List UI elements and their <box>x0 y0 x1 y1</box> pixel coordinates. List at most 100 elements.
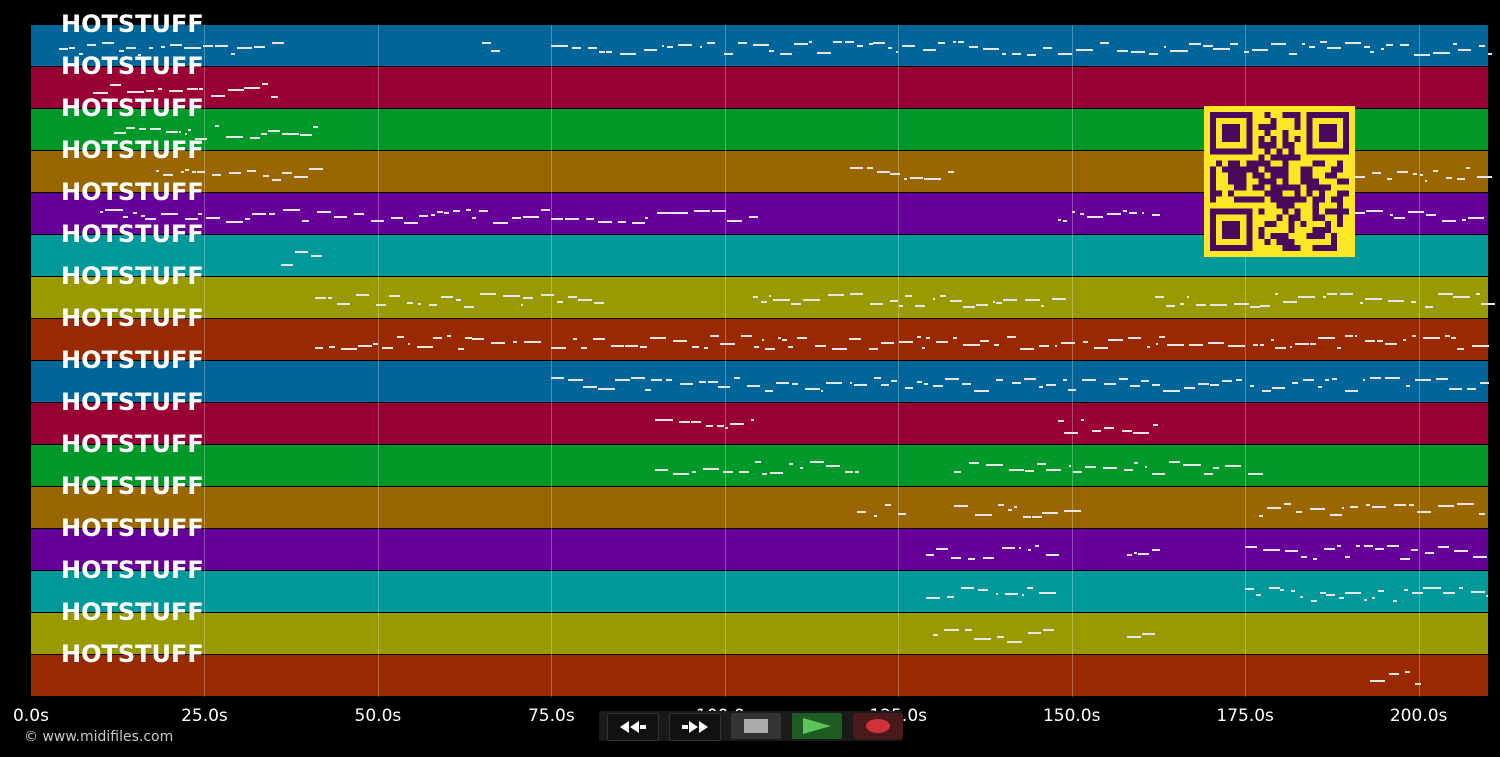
note-mark <box>1476 176 1492 178</box>
note-mark <box>1327 293 1338 295</box>
note-mark <box>904 178 907 180</box>
note-mark <box>311 255 323 257</box>
note-mark <box>844 471 854 473</box>
note-mark <box>511 217 522 219</box>
note-mark <box>937 42 946 44</box>
note-mark <box>141 215 145 217</box>
note-mark <box>814 345 826 347</box>
rewind-button[interactable] <box>607 713 659 741</box>
play-button[interactable] <box>792 713 842 739</box>
track-label: HOTSTUFF <box>61 220 204 248</box>
note-mark <box>1374 548 1385 550</box>
note-mark <box>754 346 760 348</box>
note-mark <box>723 471 734 473</box>
note-mark <box>1364 545 1374 547</box>
note-mark <box>1458 587 1464 589</box>
note-mark <box>1414 54 1430 56</box>
note-mark <box>1003 299 1017 301</box>
note-mark <box>816 52 832 54</box>
note-mark <box>673 473 689 475</box>
note-mark <box>226 136 244 138</box>
note-mark <box>849 382 852 384</box>
note-mark <box>1082 379 1097 381</box>
note-mark <box>873 515 878 517</box>
note-mark <box>1386 545 1400 547</box>
note-mark <box>1137 553 1150 555</box>
fast-forward-icon <box>682 721 708 733</box>
track-label: HOTSTUFF <box>61 262 204 290</box>
note-mark <box>1165 305 1175 307</box>
note-mark <box>418 215 428 217</box>
note-mark <box>711 210 726 212</box>
note-mark <box>244 87 260 89</box>
note-mark <box>910 177 924 179</box>
note-mark <box>1423 587 1441 589</box>
note-mark <box>932 634 939 636</box>
note-mark <box>564 218 579 220</box>
note-mark <box>1082 341 1089 343</box>
note-mark <box>1404 671 1410 673</box>
note-mark <box>481 42 491 44</box>
note-mark <box>1230 43 1239 45</box>
track-lane <box>31 487 1488 529</box>
qr-code[interactable] <box>1204 106 1355 257</box>
rewind-icon <box>620 721 646 733</box>
note-mark <box>1318 337 1335 339</box>
note-mark <box>540 294 555 296</box>
note-mark <box>849 167 864 169</box>
note-mark <box>995 379 1004 381</box>
note-mark <box>673 340 688 342</box>
note-mark <box>936 341 949 343</box>
note-mark <box>1060 342 1076 344</box>
note-mark <box>962 383 972 385</box>
note-mark <box>1409 504 1415 506</box>
note-mark <box>471 338 485 340</box>
fast-forward-button[interactable] <box>669 713 721 741</box>
note-mark <box>1148 53 1158 55</box>
note-mark <box>114 132 126 134</box>
note-mark <box>1093 347 1108 349</box>
track-label: HOTSTUFF <box>61 472 204 500</box>
note-mark <box>1396 171 1408 173</box>
note-mark <box>791 383 796 385</box>
note-mark <box>353 213 365 215</box>
note-mark <box>1119 378 1128 380</box>
note-mark <box>1342 507 1345 509</box>
note-mark <box>1486 595 1489 597</box>
note-mark <box>196 171 206 173</box>
note-mark <box>820 390 823 392</box>
note-mark <box>773 299 790 301</box>
time-tick-label: 25.0s <box>181 706 228 726</box>
note-mark <box>923 383 928 385</box>
note-mark <box>1024 378 1036 380</box>
note-mark <box>1018 547 1022 549</box>
note-mark <box>440 296 453 298</box>
note-mark <box>161 213 178 215</box>
note-mark <box>183 47 201 49</box>
note-mark <box>967 558 976 560</box>
stop-button[interactable] <box>731 713 781 739</box>
note-mark <box>1104 427 1114 429</box>
note-mark <box>1024 470 1035 472</box>
record-button[interactable] <box>853 713 903 739</box>
note-mark <box>1005 593 1019 595</box>
note-mark <box>895 51 898 53</box>
note-mark <box>282 133 299 135</box>
track-lane <box>31 529 1488 571</box>
note-mark <box>302 220 310 222</box>
note-mark <box>524 341 542 343</box>
note-mark <box>1387 178 1393 180</box>
note-mark <box>1283 301 1297 303</box>
note-mark <box>1338 597 1344 599</box>
note-mark <box>390 217 404 219</box>
note-mark <box>655 469 669 471</box>
note-mark <box>1027 632 1041 634</box>
note-mark <box>1416 511 1431 513</box>
note-mark <box>597 388 615 390</box>
note-mark <box>831 348 847 350</box>
note-mark <box>1167 344 1185 346</box>
note-mark <box>678 44 692 46</box>
note-mark <box>1130 385 1141 387</box>
track-lane <box>31 403 1488 445</box>
note-mark <box>186 88 199 90</box>
